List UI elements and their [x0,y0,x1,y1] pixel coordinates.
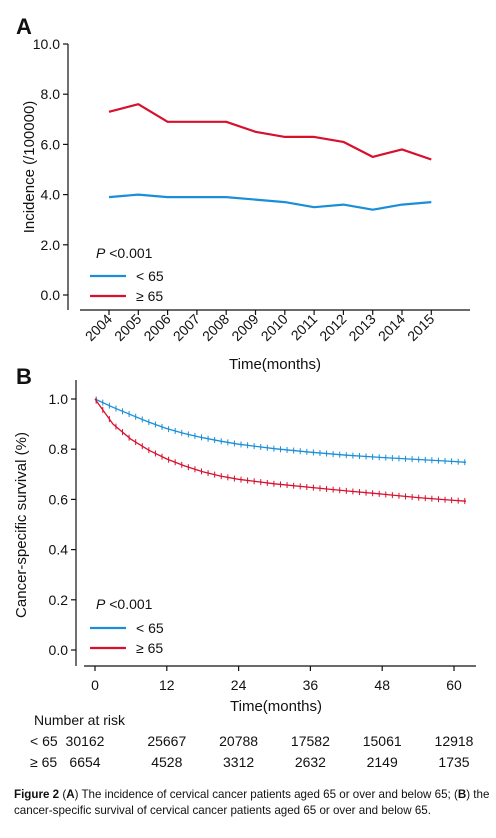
caption-text-1: ( [59,788,67,801]
legend-label-over65-b: ≥ 65 [136,640,163,656]
risk-cell-over65: 2632 [295,754,326,770]
series-line-under65-a [108,193,432,211]
risk-cell-under65: 20788 [219,733,258,749]
x-tick-label-a: 2013 [345,311,378,344]
panel-b: B 0.0 0.2 0.4 0.6 0.8 1.0 0 12 24 36 48 60 Cancer-… [13,364,476,770]
legend-label-over65-a: ≥ 65 [136,288,163,304]
caption-text-3: ) the cancer-specific survival of cervic… [14,788,490,817]
p-symbol-b: P [96,596,106,612]
y-tick-label-b: 0.8 [49,441,69,457]
panel-letter-b: B [16,364,32,389]
y-axis-title-b: Cancer-specific survival (%) [13,432,30,618]
caption-letter-b: B [457,788,467,801]
risk-cell-over65: 4528 [151,754,182,770]
x-tick-label-a: 2012 [316,311,349,344]
y-tick-label-b: 0.6 [49,491,69,507]
legend-label-under65-a: < 65 [136,268,164,284]
p-value-b: <0.001 [105,596,152,612]
x-tick-label-a: 2015 [404,311,437,344]
x-tick-label-a: 2014 [375,311,408,344]
x-axis-title-a: Time(months) [229,356,321,373]
figure-caption: Figure 2 (A) The incidence of cervical c… [14,787,490,819]
risk-row-label-under65: < 65 [30,733,58,749]
caption-letter-a: A [66,788,75,801]
panel-letter-a: A [16,14,32,39]
y-axis-title-a: Incidence (/100000) [21,101,38,234]
x-axis-a: 2004200520062007200820092010201120122013… [80,309,470,344]
caption-label: Figure 2 [14,788,60,801]
censor-marks-under65 [95,396,466,466]
risk-cell-over65: 3312 [223,754,254,770]
y-tick-label-b: 1.0 [49,391,69,407]
y-tick-label-b: 0.2 [49,592,69,608]
x-tick-label-b: 48 [374,677,390,693]
risk-table-title: Number at risk [34,712,126,728]
legend-label-under65-b: < 65 [136,620,164,636]
x-axis-title-b: Time(months) [230,698,322,715]
y-axis-a: 0.0 2.0 4.0 6.0 8.0 10.0 [33,36,69,310]
x-tick-label-b: 12 [159,677,175,693]
y-tick-label-a: 2.0 [41,237,61,253]
risk-cell-under65: 30162 [66,733,105,749]
risk-cell-over65: 2149 [367,754,398,770]
y-tick-label-a: 4.0 [41,187,61,203]
x-tick-label-b: 0 [91,677,99,693]
p-symbol-a: P [96,245,106,261]
x-axis-b: 0 12 24 36 48 60 [84,665,476,693]
survival-curves-b [94,396,467,505]
y-axis-b: 0.0 0.2 0.4 0.6 0.8 1.0 [49,380,77,666]
series-lines-a [108,103,432,211]
x-tick-label-a: 2009 [228,311,261,344]
risk-cell-over65: 1735 [438,754,469,770]
x-tick-label-a: 2010 [258,311,291,344]
series-line-over65-a [108,103,432,161]
x-tick-label-a: 2005 [111,311,144,344]
risk-cell-under65: 12918 [435,733,474,749]
risk-table-cells: 30162 25667 20788 17582 15061 12918 6654 4528 33… [66,733,474,770]
survival-curve-over65 [94,398,467,502]
x-tick-label-b: 24 [231,677,247,693]
y-tick-label-b: 0.4 [49,542,69,558]
caption-text-2: ) The incidence of cervical cancer patie… [74,788,458,801]
risk-row-label-over65: ≥ 65 [30,754,57,770]
y-tick-label-a: 0.0 [41,287,61,303]
y-tick-label-a: 8.0 [41,86,61,102]
y-tick-label-a: 10.0 [33,36,60,52]
x-tick-label-a: 2006 [140,311,173,344]
risk-cell-under65: 17582 [291,733,330,749]
x-tick-label-a: 2004 [82,311,115,344]
p-value-annotation-a: P <0.001 [96,245,153,261]
survival-curve-under65 [94,398,467,463]
y-tick-label-a: 6.0 [41,136,61,152]
y-tick-label-b: 0.0 [49,642,69,658]
p-value-annotation-b: P <0.001 [96,596,153,612]
x-tick-label-a: 2008 [199,311,232,344]
risk-cell-under65: 25667 [147,733,186,749]
x-tick-label-b: 36 [303,677,319,693]
x-tick-label-b: 60 [446,677,462,693]
x-tick-label-a: 2011 [288,311,321,344]
panel-a: A 0.02.04.06.08.010.0 200420052006200720… [16,14,470,373]
censor-marks-over65 [95,397,466,505]
risk-cell-over65: 6654 [69,754,100,770]
x-tick-label-a: 2007 [170,311,203,344]
risk-cell-under65: 15061 [363,733,402,749]
p-value-a: <0.001 [105,245,152,261]
